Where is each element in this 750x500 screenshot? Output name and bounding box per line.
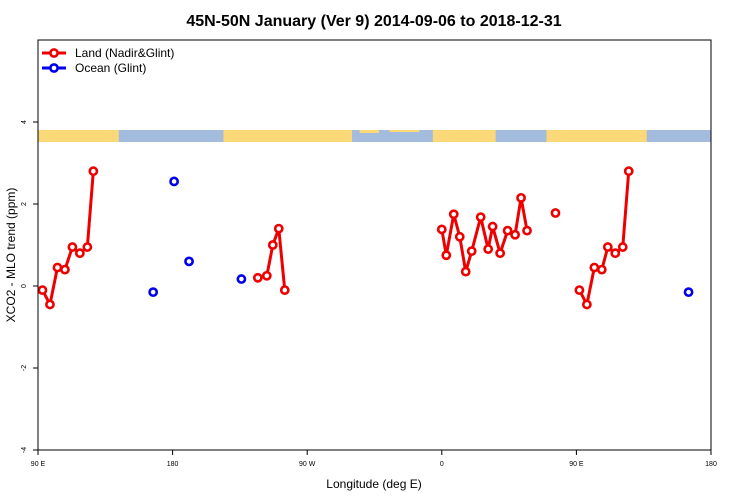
land-data-point [454, 231, 465, 242]
land-data-point [589, 262, 600, 273]
ocean-band [38, 130, 711, 142]
land-band [546, 130, 647, 142]
chart-title: 45N-50N January (Ver 9) 2014-09-06 to 20… [186, 13, 561, 30]
y-axis-label: XCO2 - MLO trend (ppm) [4, 188, 18, 323]
land-data-point [279, 285, 290, 295]
legend-label: Land (Nadir&Glint) [75, 46, 174, 60]
x-axis-label: Longitude (deg E) [326, 477, 421, 491]
land-data-point [483, 244, 494, 254]
land-data-point [475, 212, 486, 223]
land-data-point [67, 242, 78, 252]
land-data-point [574, 285, 585, 295]
land-data-point [495, 248, 506, 259]
x-tick-label: 90 W [299, 461, 316, 468]
land-data-point [460, 266, 471, 277]
x-tick-label: 0 [440, 461, 444, 468]
land-data-point [581, 299, 592, 310]
land-data-point [596, 264, 607, 275]
land-data-point [74, 248, 85, 259]
land-data-point [252, 272, 263, 283]
y-tick-label: 4 [21, 120, 28, 124]
y-tick-label: -4 [21, 447, 28, 453]
land-band [38, 130, 119, 142]
land-data-point [610, 248, 621, 259]
land-data-point [45, 299, 55, 310]
y-tick-label: 0 [21, 284, 28, 288]
ocean-data-point [184, 256, 194, 267]
land-data-point [88, 166, 99, 177]
ocean-data-point [169, 176, 179, 187]
land-band [359, 130, 379, 133]
land-data-point [261, 270, 272, 281]
land-data-point [82, 242, 93, 252]
land-series-line [257, 228, 287, 291]
land-data-point [267, 240, 278, 250]
ocean-data-point [683, 287, 694, 298]
x-tick-label: 180 [167, 461, 179, 468]
land-data-point [510, 229, 520, 240]
x-tick-label: 90 E [569, 461, 584, 468]
land-data-point [522, 225, 532, 236]
x-tick-label: 90 E [31, 461, 46, 468]
legend: Land (Nadir&Glint)Ocean (Glint) [42, 46, 174, 75]
land-data-point [37, 285, 48, 295]
land-mask-band [38, 130, 711, 142]
y-axis: -4 -2 0 2 4 [21, 120, 38, 453]
land-data-point [441, 250, 452, 261]
land-data-point [487, 221, 498, 232]
legend-marker [49, 63, 59, 73]
y-tick-label: 2 [21, 202, 28, 206]
plot-frame [37, 39, 712, 451]
legend-marker [49, 48, 59, 58]
land-data-point [502, 225, 513, 236]
land-data-point [623, 166, 634, 177]
ocean-data-point [236, 274, 247, 284]
land-data-point [273, 223, 284, 234]
y-tick-label: -2 [21, 365, 28, 371]
land-band [389, 130, 420, 132]
land-band [223, 130, 353, 142]
ocean-data-point [148, 287, 159, 298]
land-data-point [617, 242, 628, 252]
x-axis: 90 E 180 90 W 0 90 E 180 [31, 450, 717, 468]
land-data-point [516, 192, 526, 203]
land-data-point [448, 209, 459, 220]
land-band [432, 130, 496, 142]
land-data-point [466, 246, 477, 257]
x-tick-label: 180 [705, 461, 717, 468]
legend-label: Ocean (Glint) [75, 61, 146, 75]
land-series-line [578, 171, 631, 309]
land-data-point [602, 242, 613, 252]
land-data-point [60, 264, 70, 275]
land-series-line [41, 171, 95, 309]
land-data-point [52, 262, 63, 273]
land-data-point [550, 208, 561, 218]
land-data-point [436, 224, 447, 235]
